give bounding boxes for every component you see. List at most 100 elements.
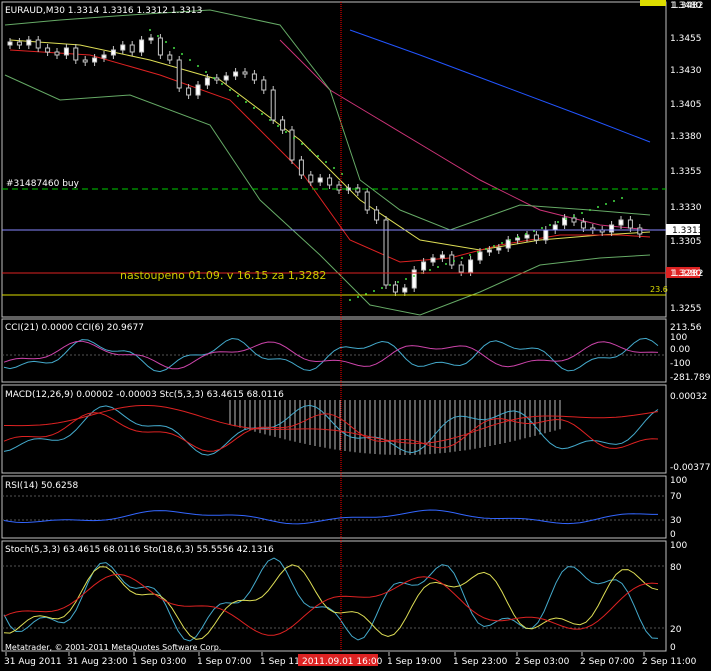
candle-body [533, 234, 539, 241]
main-series [4, 9, 651, 316]
candle-body [186, 87, 192, 96]
sar-dot [589, 209, 591, 211]
sar-dot [157, 35, 159, 37]
candle-body [289, 129, 295, 161]
sar-dot [413, 275, 415, 277]
time-axis: 31 Aug 2011 31 Aug 23:00 1 Sep 03:00 1 Sep … [4, 652, 697, 667]
price-axis-tick-4: 1.3380 [670, 132, 702, 142]
macd-axis-tick-1: -0.00377 [670, 463, 710, 473]
sar-dot [509, 239, 511, 241]
sar-dot [493, 245, 495, 247]
stoch-axis-tick-0: 100 [670, 541, 687, 551]
macd-axis: 0.00032 -0.00377 [670, 392, 710, 473]
price-axis-tick-7: 1.3305 [670, 237, 702, 247]
candle-body [486, 249, 492, 253]
time-tick-3: 1 Sep 07:00 [197, 657, 252, 667]
cci-series [3, 337, 659, 373]
main-pane-frame [1, 1, 667, 318]
sar-dot [445, 263, 447, 265]
candle-body [571, 217, 577, 223]
sar-dot [613, 200, 615, 202]
sar-dot [269, 119, 271, 121]
crosshair-time-badge [298, 654, 378, 666]
sar-dot [405, 278, 407, 280]
cci-axis-tick-3: -100 [670, 359, 691, 369]
sar-dot [237, 95, 239, 97]
candle-body [167, 54, 173, 61]
cci-axis-tick-1: 100 [670, 333, 687, 343]
candle-body [580, 221, 586, 229]
candle-body [308, 174, 314, 183]
sar-dot [605, 203, 607, 205]
macd-pane-frame [1, 384, 667, 474]
main-candles [7, 29, 643, 301]
candle-body [73, 47, 79, 61]
candle-body [223, 75, 229, 81]
sar-dot [253, 107, 255, 109]
candle-body [524, 234, 530, 239]
macd-histogram [229, 400, 561, 455]
sar-dot [549, 224, 551, 226]
candle-body [402, 287, 408, 293]
cci-pane-frame [1, 318, 667, 383]
bollinger-lower [4, 74, 651, 316]
bollinger-upper [4, 9, 651, 231]
sar-dot [189, 59, 191, 61]
main-price-axis: 1.3480 1.3455 1.3430 1.3405 1.3380 1.3355 1.33… [670, 1, 702, 314]
price-axis-tick-2: 1.3430 [670, 66, 702, 76]
candle-body [7, 41, 13, 46]
candle-body [251, 73, 257, 81]
candle-body [317, 177, 323, 183]
sar-dot [285, 131, 287, 133]
price-axis-tick-1: 1.3455 [670, 34, 702, 44]
sar-dot [389, 284, 391, 286]
sar-dot [229, 89, 231, 91]
candle-body [120, 44, 126, 51]
candle-body [383, 219, 389, 286]
sto18-line [3, 573, 659, 636]
order-price-badge [666, 267, 700, 278]
ma-red-line [9, 49, 651, 263]
time-tick-9: 2 Sep 11:00 [642, 657, 697, 667]
sar-dot [565, 218, 567, 220]
main-price-pane[interactable]: EURAUD,M30 1.3314 1.3316 1.3312 1.3313 #… [1, 0, 704, 318]
stoch-header: Stoch(5,3,3) 63.4615 68.0116 Sto(18,6,3)… [5, 545, 274, 555]
macd-pane[interactable]: MACD(12,26,9) 0.00002 -0.00003 Stc(5,3,3… [1, 384, 710, 474]
sar-dot [149, 29, 151, 31]
sar-dot [213, 77, 215, 79]
candle-body [637, 227, 643, 235]
sar-dot [349, 299, 351, 301]
sar-dot [173, 47, 175, 49]
candle-body [439, 254, 445, 259]
stoch-series [3, 557, 659, 642]
candle-body [327, 177, 333, 186]
sar-dot [597, 206, 599, 208]
macd-main-line [3, 404, 659, 456]
candle-body [16, 41, 22, 46]
stoch-signal-line [3, 564, 659, 640]
sar-dot [277, 125, 279, 127]
sar-dot [397, 281, 399, 283]
candle-body [430, 257, 436, 263]
rsi-pane[interactable]: RSI(14) 50.6258 100 70 30 0 [1, 475, 687, 540]
candle-body [562, 217, 568, 226]
candle-body [270, 89, 276, 121]
price-axis-tick-0: 1.3480 [670, 1, 702, 11]
candle-body [411, 269, 417, 289]
ma-yellow-line [9, 39, 651, 251]
stoch-pane[interactable]: Stoch(5,3,3) 63.4615 68.0116 Sto(18,6,3)… [1, 540, 687, 653]
candle-body [477, 251, 483, 261]
note-text: nastoupeno 01.09. v 16.15 za 1,3282 [120, 269, 326, 282]
sar-dot [525, 233, 527, 235]
time-tick-6: 1 Sep 23:00 [453, 657, 508, 667]
candle-body [421, 261, 427, 271]
candle-body [458, 264, 464, 273]
candle-body [627, 219, 633, 229]
sar-dot [373, 290, 375, 292]
sar-dot [165, 41, 167, 43]
candle-body [63, 47, 69, 56]
